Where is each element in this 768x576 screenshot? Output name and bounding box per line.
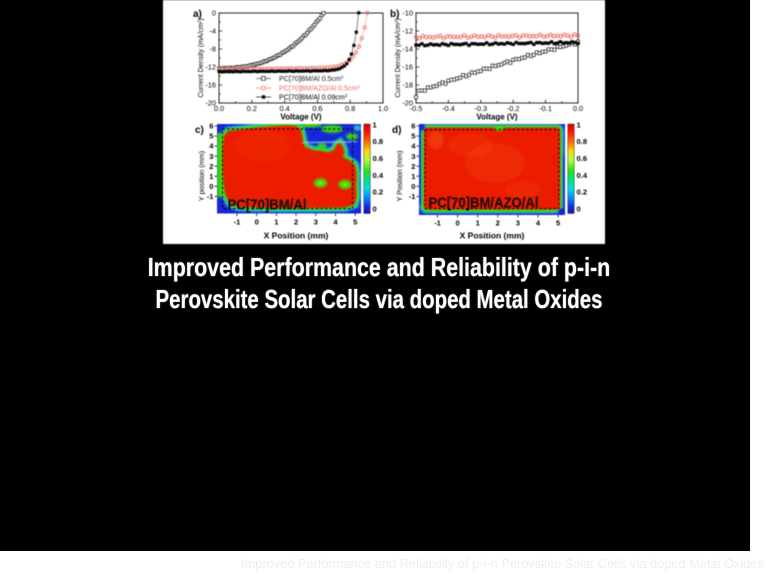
svg-text:PC[70]BM/AZO/Al 0.5cm2: PC[70]BM/AZO/Al 0.5cm2 <box>279 84 360 92</box>
svg-text:-0.2: -0.2 <box>507 104 520 113</box>
svg-text:-10: -10 <box>402 9 413 18</box>
svg-text:PC[70]BM/Al 0.09cm2: PC[70]BM/Al 0.09cm2 <box>279 93 348 101</box>
svg-text:0: 0 <box>577 205 581 214</box>
svg-text:-8: -8 <box>209 45 216 54</box>
svg-text:0: 0 <box>212 9 216 18</box>
svg-text:-16: -16 <box>205 81 216 90</box>
svg-text:Voltage (V): Voltage (V) <box>280 113 322 122</box>
svg-text:6: 6 <box>411 122 415 131</box>
svg-text:0.8: 0.8 <box>373 137 384 146</box>
svg-text:4: 4 <box>411 142 416 151</box>
svg-text:Y Position (mm): Y Position (mm) <box>395 151 404 202</box>
svg-text:4: 4 <box>536 219 541 228</box>
svg-text:0: 0 <box>255 218 259 227</box>
svg-text:5: 5 <box>556 219 561 228</box>
svg-text:1: 1 <box>373 120 378 129</box>
svg-text:b): b) <box>390 9 399 20</box>
svg-text:-16: -16 <box>402 63 413 72</box>
svg-text:-20: -20 <box>402 99 413 108</box>
svg-text:0.2: 0.2 <box>577 188 588 197</box>
svg-text:2: 2 <box>496 219 500 228</box>
svg-text:3: 3 <box>314 218 318 227</box>
svg-text:4: 4 <box>209 142 214 151</box>
svg-text:Y position (mm): Y position (mm) <box>197 151 206 201</box>
svg-text:c): c) <box>195 125 204 136</box>
svg-text:-4: -4 <box>209 27 216 36</box>
svg-text:0.6: 0.6 <box>312 104 322 113</box>
svg-text:1: 1 <box>476 219 481 228</box>
svg-text:5: 5 <box>209 132 214 141</box>
svg-text:-0.1: -0.1 <box>539 104 552 113</box>
svg-text:-1: -1 <box>434 219 442 228</box>
svg-text:5: 5 <box>411 132 416 141</box>
svg-text:2: 2 <box>294 218 298 227</box>
svg-text:-20: -20 <box>205 99 216 108</box>
svg-text:PC[70]BM/AZO/Al: PC[70]BM/AZO/Al <box>429 195 539 212</box>
svg-text:-12: -12 <box>205 63 216 72</box>
svg-text:6: 6 <box>209 122 213 131</box>
svg-text:-1: -1 <box>207 192 215 201</box>
svg-text:Voltage (V): Voltage (V) <box>476 113 518 122</box>
svg-text:PC[70]BM/Al 0.5cm2: PC[70]BM/Al 0.5cm2 <box>279 75 344 83</box>
svg-text:0.2: 0.2 <box>247 104 257 113</box>
svg-text:d): d) <box>392 125 401 136</box>
svg-text:0: 0 <box>209 182 213 191</box>
svg-text:5: 5 <box>353 218 358 227</box>
svg-text:3: 3 <box>411 152 415 161</box>
svg-text:X Position (mm): X Position (mm) <box>264 231 329 241</box>
svg-text:-0.3: -0.3 <box>474 104 487 113</box>
svg-text:0.8: 0.8 <box>345 104 355 113</box>
svg-text:Current Density (mA/cm²): Current Density (mA/cm²) <box>395 18 402 97</box>
svg-text:0.4: 0.4 <box>279 104 289 113</box>
svg-text:0.4: 0.4 <box>577 171 588 180</box>
svg-text:0.6: 0.6 <box>577 154 588 163</box>
svg-text:4: 4 <box>333 218 338 227</box>
svg-text:0.0: 0.0 <box>214 104 224 113</box>
svg-text:0: 0 <box>455 219 459 228</box>
svg-text:1: 1 <box>577 120 582 129</box>
svg-text:2: 2 <box>411 162 415 171</box>
svg-text:1.0: 1.0 <box>378 104 388 113</box>
svg-text:-14: -14 <box>402 45 413 54</box>
svg-text:3: 3 <box>516 219 520 228</box>
svg-text:-18: -18 <box>402 81 413 90</box>
svg-text:X Position (mm): X Position (mm) <box>460 231 525 241</box>
svg-text:-1: -1 <box>409 192 417 201</box>
svg-text:-1: -1 <box>234 218 242 227</box>
svg-text:0: 0 <box>411 182 415 191</box>
svg-text:0.8: 0.8 <box>577 137 588 146</box>
svg-text:0.4: 0.4 <box>373 171 384 180</box>
svg-text:Current Density (mA/cm²): Current Density (mA/cm²) <box>198 18 205 97</box>
svg-text:0.2: 0.2 <box>373 188 384 197</box>
svg-text:-12: -12 <box>402 27 413 36</box>
svg-text:1: 1 <box>209 172 214 181</box>
svg-text:1: 1 <box>274 218 279 227</box>
svg-text:0.0: 0.0 <box>573 104 583 113</box>
svg-text:0.6: 0.6 <box>373 154 384 163</box>
svg-text:0: 0 <box>373 205 377 214</box>
svg-text:-0.5: -0.5 <box>410 104 423 113</box>
svg-text:3: 3 <box>209 152 213 161</box>
svg-text:1: 1 <box>411 172 416 181</box>
svg-text:2: 2 <box>209 162 213 171</box>
svg-text:a): a) <box>193 9 202 20</box>
svg-text:-0.4: -0.4 <box>442 104 455 113</box>
svg-text:PC[70]BM/Al: PC[70]BM/Al <box>228 197 307 214</box>
